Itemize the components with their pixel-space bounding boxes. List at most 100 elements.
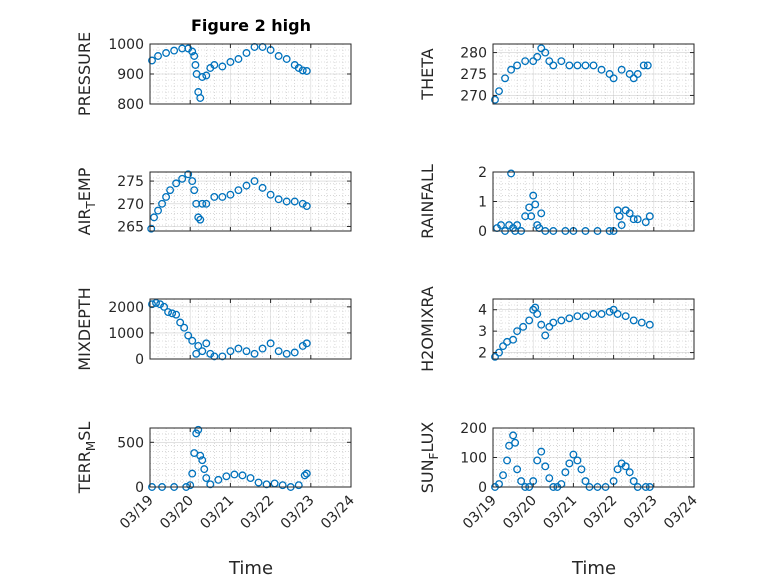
y-tick-label: 0	[478, 224, 487, 240]
data-point	[549, 318, 558, 327]
data-point	[577, 465, 586, 474]
data-point	[507, 65, 516, 74]
x-tick-label: 03/20	[157, 493, 197, 533]
data-point	[565, 314, 574, 323]
y-tick-label: 200	[460, 421, 487, 437]
y-axis-label: THETA	[418, 48, 437, 100]
data-point	[605, 307, 614, 316]
y-axis-label: H2OMIXRA	[418, 286, 437, 372]
data-point	[170, 46, 179, 55]
subplot-theta: 270 275 280 THETA	[418, 43, 695, 105]
data-point	[589, 61, 598, 70]
data-point	[615, 212, 624, 221]
data-point	[505, 441, 514, 450]
data-point	[218, 193, 227, 201]
data-point	[194, 213, 203, 222]
y-tick-label: 2000	[108, 300, 144, 316]
x-tick-label: 03/19	[117, 493, 157, 533]
data-point	[527, 212, 536, 221]
data-point	[234, 55, 243, 63]
data-point	[509, 335, 518, 344]
data-point	[633, 215, 642, 224]
data-point	[298, 66, 307, 75]
data-point	[162, 49, 171, 57]
data-point	[491, 352, 499, 361]
y-tick-label: 2	[478, 346, 487, 362]
data-point	[188, 47, 197, 56]
data-point	[242, 347, 251, 356]
data-point	[499, 342, 507, 351]
axes-box	[149, 298, 352, 360]
data-point	[537, 447, 546, 456]
data-point	[154, 206, 162, 215]
y-tick-label: 270	[117, 197, 144, 213]
y-tick-label: 270	[460, 88, 487, 104]
data-point	[537, 209, 546, 218]
data-point	[302, 339, 311, 348]
data-point	[202, 339, 211, 348]
y-tick-label: 500	[117, 435, 144, 451]
data-point	[180, 323, 189, 332]
data-point	[202, 71, 211, 80]
y-axis-label: SUNFLUX	[418, 422, 441, 494]
subplot-sun-flux: 0 100 200 03/19 03/20 03/21 03/22 03/23 03/24 SUN…	[418, 421, 701, 532]
x-tick-label: 03/22	[238, 493, 278, 533]
data-point	[529, 191, 538, 200]
y-tick-label: 0	[478, 480, 487, 496]
data-point	[230, 470, 239, 479]
data-point	[513, 465, 522, 474]
data-point	[537, 44, 546, 53]
data-point	[565, 61, 574, 70]
data-point	[497, 221, 505, 230]
data-point	[561, 468, 570, 477]
y-tick-label: 3	[478, 324, 487, 340]
data-point	[278, 481, 287, 490]
data-point	[519, 322, 528, 331]
data-point	[495, 87, 503, 96]
data-point	[531, 200, 540, 209]
data-point	[533, 310, 542, 318]
x-tick-label: 03/23	[621, 493, 661, 533]
data-point	[641, 218, 650, 227]
data-point	[533, 456, 542, 465]
x-tick-label: 03/23	[278, 493, 318, 533]
data-point	[573, 61, 582, 70]
data-point	[643, 61, 652, 70]
data-point	[545, 474, 554, 483]
data-point	[621, 462, 630, 471]
data-point	[597, 65, 606, 74]
data-point	[282, 349, 291, 358]
data-point	[509, 431, 518, 440]
data-point	[290, 197, 299, 206]
data-point	[158, 199, 167, 208]
data-point	[210, 61, 219, 69]
data-point	[188, 177, 197, 186]
data-point	[625, 70, 634, 78]
data-point	[162, 193, 171, 201]
data-point	[529, 305, 538, 314]
data-point	[160, 302, 169, 311]
data-point	[617, 65, 626, 74]
axes-box	[149, 171, 352, 232]
data-point	[258, 183, 267, 192]
y-tick-label: 2	[478, 165, 487, 181]
data-point	[513, 221, 522, 230]
data-point	[198, 347, 207, 356]
y-axis-label: PRESSURE	[75, 32, 94, 116]
x-tick-label: 03/24	[318, 492, 358, 532]
data-point	[609, 74, 618, 83]
data-point	[266, 190, 275, 199]
data-point	[188, 469, 197, 478]
data-point	[629, 477, 638, 486]
data-point	[541, 462, 550, 471]
data-point	[569, 450, 578, 459]
data-point	[198, 73, 207, 81]
data-point	[184, 331, 193, 340]
data-point	[625, 468, 634, 477]
data-point	[178, 174, 187, 183]
data-point	[557, 57, 566, 66]
data-point	[176, 318, 185, 327]
x-tick-label: 03/20	[500, 493, 540, 533]
